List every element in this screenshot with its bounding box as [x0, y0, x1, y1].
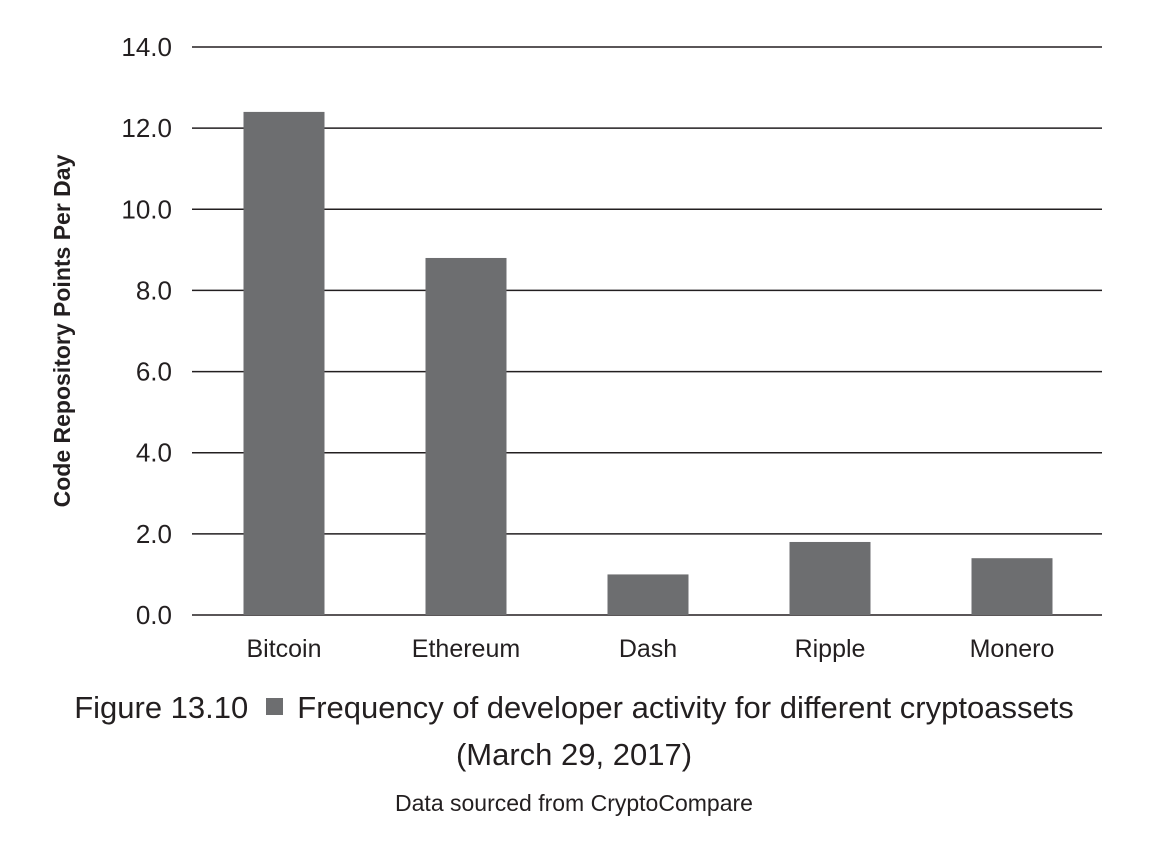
bar-ethereum	[425, 257, 507, 615]
x-tick-label-ripple: Ripple	[795, 635, 866, 663]
y-tick-label: 0.0	[136, 600, 172, 630]
bar-chart: 0.0 2.0 4.0 6.0 8.0 10.0 12.0 14.0 Bitcoin Ether…	[49, 32, 1102, 663]
figure-title: Frequency of developer activity for diff…	[297, 690, 1074, 725]
caption-square-icon	[266, 698, 284, 715]
data-source: Data sourced from CryptoCompare	[395, 790, 753, 816]
y-tick-label: 12.0	[121, 113, 172, 143]
y-axis-title: Code Repository Points Per Day	[49, 154, 75, 507]
y-tick-label: 6.0	[136, 357, 172, 387]
bar-bitcoin	[243, 111, 325, 616]
x-tick-label-dash: Dash	[619, 635, 677, 663]
y-tick-labels: 0.0 2.0 4.0 6.0 8.0 10.0 12.0 14.0	[121, 32, 172, 630]
bar-dash	[607, 574, 689, 615]
bar-monero	[971, 558, 1053, 615]
figure-label: Figure 13.10	[74, 690, 249, 725]
figure-date: (March 29, 2017)	[455, 737, 693, 772]
x-tick-label-ethereum: Ethereum	[412, 635, 520, 663]
gridlines	[192, 46, 1102, 616]
figure-caption: Figure 13.10 Frequency of developer activ…	[0, 690, 1148, 726]
y-tick-label: 8.0	[136, 275, 172, 305]
y-tick-label: 2.0	[136, 519, 172, 549]
y-tick-label: 14.0	[121, 32, 172, 62]
x-tick-labels: Bitcoin Ethereum Dash Ripple Monero	[246, 635, 1054, 663]
bar-ripple	[789, 541, 871, 615]
y-tick-label: 4.0	[136, 438, 172, 468]
y-tick-label: 10.0	[121, 194, 172, 224]
x-tick-label-monero: Monero	[970, 635, 1055, 663]
x-tick-label-bitcoin: Bitcoin	[246, 635, 321, 663]
bars	[243, 111, 1053, 616]
